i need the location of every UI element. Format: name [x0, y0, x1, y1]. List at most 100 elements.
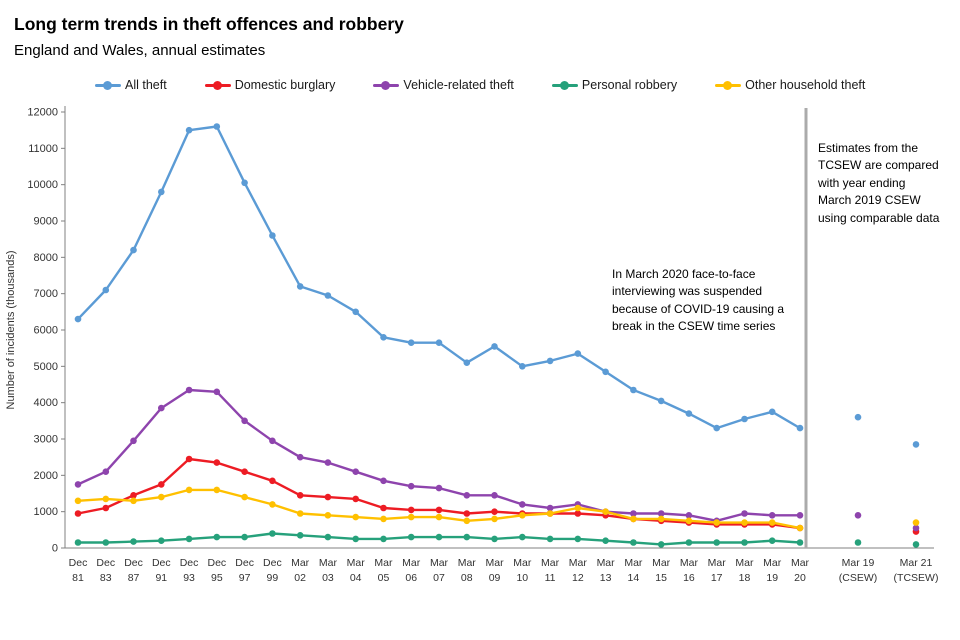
x-tick-label-line2: 87: [128, 572, 140, 584]
x-tick-label-line2: 83: [100, 572, 112, 584]
data-point-personal-robbery: [854, 539, 862, 546]
data-point-all-theft: [296, 283, 304, 290]
y-tick-label: 1000: [34, 506, 58, 518]
data-point-vehicle-related-theft: [130, 437, 137, 445]
x-tick-label-line1: Dec: [96, 557, 115, 569]
x-tick-label-line1: Mar: [652, 557, 671, 569]
data-point-all-theft: [574, 350, 582, 357]
y-tick-label: 12000: [27, 107, 58, 119]
data-point-domestic-burglary: [213, 459, 221, 466]
data-point-other-household-theft: [74, 497, 82, 505]
data-point-other-household-theft: [102, 495, 110, 503]
data-point-vehicle-related-theft: [74, 481, 82, 488]
data-point-vehicle-related-theft: [269, 437, 276, 445]
data-point-domestic-burglary: [352, 495, 360, 503]
x-tick-label-line2: 04: [350, 572, 362, 584]
data-point-other-household-theft: [158, 493, 165, 501]
x-tick-label-line1: Mar 19: [842, 557, 875, 569]
x-tick-label-line2: 13: [600, 572, 612, 584]
data-point-personal-robbery: [158, 537, 165, 544]
data-point-vehicle-related-theft: [630, 510, 637, 517]
data-point-vehicle-related-theft: [158, 404, 165, 412]
x-tick-label-line2: 19: [766, 572, 778, 584]
x-tick-label-line2: 16: [683, 572, 695, 584]
data-point-vehicle-related-theft: [352, 468, 360, 476]
data-point-all-theft: [854, 413, 862, 421]
x-tick-label-line1: Mar: [319, 557, 338, 569]
data-point-vehicle-related-theft: [213, 388, 221, 396]
data-point-other-household-theft: [269, 501, 276, 508]
x-tick-label-line2: (CSEW): [839, 572, 878, 584]
legend-item-domestic-burglary: Domestic burglary: [204, 78, 335, 92]
data-point-other-household-theft: [130, 497, 137, 505]
x-tick-label-line2: 05: [378, 572, 390, 584]
data-point-all-theft: [713, 424, 720, 432]
x-tick-label-line2: 18: [739, 572, 751, 584]
y-tick-label: 0: [52, 543, 58, 555]
x-tick-label-line1: Mar: [402, 557, 421, 569]
data-point-other-household-theft: [463, 517, 471, 525]
data-point-vehicle-related-theft: [912, 524, 920, 532]
x-tick-label-line1: Mar: [513, 557, 532, 569]
data-point-other-household-theft: [602, 508, 609, 515]
x-tick-label-line2: 06: [405, 572, 417, 584]
data-point-all-theft: [602, 368, 609, 376]
data-point-personal-robbery: [352, 535, 360, 543]
x-tick-label-line1: Dec: [208, 557, 227, 569]
data-point-vehicle-related-theft: [685, 512, 693, 519]
data-point-domestic-burglary: [463, 510, 471, 517]
data-point-all-theft: [796, 424, 804, 432]
data-point-all-theft: [241, 179, 248, 187]
x-tick-label-line1: Mar: [291, 557, 310, 569]
data-point-vehicle-related-theft: [491, 492, 498, 499]
data-point-other-household-theft: [352, 513, 360, 521]
data-point-other-household-theft: [546, 510, 554, 517]
data-point-personal-robbery: [796, 539, 804, 546]
data-point-vehicle-related-theft: [519, 501, 526, 508]
data-point-other-household-theft: [685, 517, 693, 525]
data-point-other-household-theft: [435, 513, 443, 521]
legend-line-dot-icon: [204, 80, 231, 90]
data-point-vehicle-related-theft: [435, 484, 443, 492]
x-tick-label-line1: Mar: [708, 557, 727, 569]
data-point-vehicle-related-theft: [768, 512, 776, 519]
x-tick-label-line2: 09: [489, 572, 501, 584]
series-line-vehicle-related-theft: [76, 388, 802, 522]
y-tick-label: 3000: [34, 434, 58, 446]
x-tick-label-line2: 03: [322, 572, 334, 584]
data-point-personal-robbery: [296, 532, 304, 539]
data-point-other-household-theft: [574, 504, 582, 512]
annotation-covid-break: In March 2020 face-to-face interviewing …: [612, 267, 785, 334]
legend-item-other-household-theft: Other household theft: [715, 78, 865, 92]
data-point-vehicle-related-theft: [657, 510, 665, 517]
data-point-all-theft: [546, 357, 554, 365]
x-tick-label-line2: 02: [294, 572, 306, 584]
data-point-personal-robbery: [741, 539, 748, 546]
data-point-all-theft: [130, 246, 137, 254]
legend-label: Personal robbery: [581, 78, 678, 92]
data-point-personal-robbery: [912, 541, 920, 548]
data-point-personal-robbery: [185, 535, 193, 543]
x-tick-label-line2: 14: [628, 572, 640, 584]
x-tick-label-line2: 97: [239, 572, 251, 584]
data-point-all-theft: [685, 410, 693, 417]
data-point-vehicle-related-theft: [185, 386, 193, 394]
data-point-domestic-burglary: [435, 506, 443, 514]
data-point-personal-robbery: [324, 533, 332, 541]
x-tick-label-line2: 07: [433, 572, 445, 584]
data-point-other-household-theft: [519, 512, 526, 519]
data-point-all-theft: [380, 334, 387, 341]
data-point-all-theft: [463, 359, 471, 367]
y-tick-label: 7000: [34, 288, 58, 300]
data-point-all-theft: [352, 308, 360, 316]
data-point-other-household-theft: [912, 519, 920, 526]
y-tick-label: 11000: [28, 143, 58, 155]
x-tick-label-line1: Dec: [69, 557, 88, 569]
x-tick-label-line1: Mar: [735, 557, 754, 569]
data-point-personal-robbery: [519, 533, 526, 541]
data-point-vehicle-related-theft: [296, 453, 304, 461]
data-point-personal-robbery: [574, 535, 582, 543]
y-tick-label: 10000: [27, 179, 58, 191]
data-point-vehicle-related-theft: [741, 510, 748, 517]
